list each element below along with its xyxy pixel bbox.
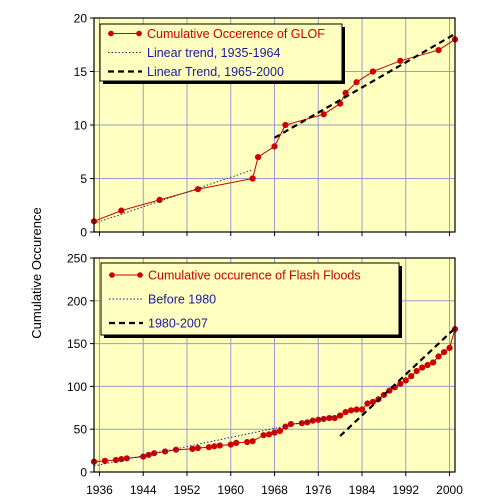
x-tick-label: 1960 bbox=[217, 483, 244, 497]
legend-swatch-marker bbox=[136, 30, 142, 37]
data-point bbox=[271, 143, 278, 150]
legend-swatch-marker bbox=[108, 30, 114, 37]
data-point bbox=[194, 186, 202, 193]
data-point bbox=[271, 429, 278, 436]
data-point bbox=[353, 79, 360, 86]
y-tick-label: 250 bbox=[67, 252, 87, 266]
data-point bbox=[254, 154, 262, 161]
x-tick-label: 1952 bbox=[174, 483, 201, 497]
data-point bbox=[112, 456, 119, 464]
data-point bbox=[244, 438, 251, 446]
legend: Cumulative Occerence of GLOF Linear trend… bbox=[99, 23, 345, 84]
data-point bbox=[211, 443, 218, 450]
data-point bbox=[435, 353, 442, 360]
data-point bbox=[402, 377, 409, 384]
data-point bbox=[304, 419, 311, 426]
data-point bbox=[347, 407, 355, 414]
data-point bbox=[233, 439, 240, 446]
data-point bbox=[369, 398, 377, 405]
x-tick-label: 1976 bbox=[305, 483, 332, 497]
data-point bbox=[282, 121, 289, 129]
data-point bbox=[342, 408, 349, 416]
data-point bbox=[435, 46, 442, 54]
data-point bbox=[413, 367, 420, 375]
data-point bbox=[227, 441, 234, 448]
data-point bbox=[265, 431, 273, 438]
data-point bbox=[397, 380, 404, 387]
data-point bbox=[249, 175, 256, 182]
y-tick-label: 50 bbox=[74, 423, 88, 437]
trend-line bbox=[273, 33, 456, 139]
legend-entry-label: 1980-2007 bbox=[148, 317, 208, 331]
x-tick-label: 1968 bbox=[261, 483, 288, 497]
y-tick-label: 0 bbox=[80, 226, 87, 240]
data-point bbox=[118, 207, 125, 214]
data-point bbox=[162, 448, 169, 455]
legend-entry-label: Before 1980 bbox=[148, 293, 216, 307]
data-point bbox=[424, 361, 431, 369]
data-point bbox=[408, 373, 415, 380]
data-point bbox=[276, 427, 284, 435]
legend-entry-label: Cumulative occurence of Flash Floods bbox=[148, 269, 361, 283]
legend-swatch-marker bbox=[109, 272, 115, 278]
data-point bbox=[216, 442, 223, 449]
data-point bbox=[320, 415, 327, 423]
data-point bbox=[260, 432, 267, 439]
data-point bbox=[419, 364, 426, 371]
data-point bbox=[194, 444, 202, 452]
data-point bbox=[189, 445, 196, 452]
data-point bbox=[369, 68, 377, 75]
y-tick-label: 100 bbox=[67, 380, 87, 394]
flash-flood-chart-panel: 0 50 100 150 200 250 1936 1944 1952 1960 1968 1976 1… bbox=[67, 252, 463, 498]
data-point bbox=[249, 438, 256, 445]
plot-frame bbox=[93, 17, 456, 233]
data-point bbox=[140, 453, 147, 460]
plot-frame bbox=[93, 257, 456, 473]
legend-box bbox=[100, 262, 400, 336]
data-point bbox=[353, 406, 360, 413]
y-tick-label: 150 bbox=[67, 337, 87, 351]
data-point bbox=[440, 349, 448, 356]
data-point bbox=[430, 359, 437, 366]
series bbox=[339, 327, 456, 437]
data-point bbox=[205, 444, 212, 451]
data-point bbox=[315, 416, 322, 423]
series bbox=[273, 33, 456, 139]
data-point bbox=[320, 111, 327, 118]
legend-entry-label: Cumulative Occerence of GLOF bbox=[147, 27, 325, 41]
data-point bbox=[397, 57, 404, 64]
legend-entry-label: Linear trend, 1935-1964 bbox=[147, 46, 280, 60]
legend: Cumulative occurence of Flash Floods Befo… bbox=[100, 262, 402, 338]
data-point bbox=[101, 457, 109, 464]
x-tick-label: 2000 bbox=[436, 483, 463, 497]
y-axis-label: Cumulative Occurence bbox=[29, 207, 44, 339]
y-tick-label: 5 bbox=[80, 172, 87, 186]
x-tick-label: 1992 bbox=[392, 483, 419, 497]
trend-line bbox=[339, 327, 456, 437]
glof-chart-panel: 0 5 10 15 20 Cumulative Occerence of GLOF Line… bbox=[74, 12, 459, 240]
y-tick-label: 20 bbox=[74, 12, 88, 26]
x-tick-label: 1944 bbox=[130, 483, 157, 497]
y-tick-label: 10 bbox=[74, 119, 88, 133]
y-tick-label: 15 bbox=[74, 65, 88, 79]
x-tick-label: 1984 bbox=[349, 483, 376, 497]
data-point bbox=[358, 406, 366, 413]
legend-entry-label: Linear Trend, 1965-2000 bbox=[147, 65, 284, 79]
y-tick-label: 200 bbox=[67, 294, 87, 308]
x-tick-label: 1936 bbox=[86, 483, 113, 497]
legend-swatch-marker bbox=[137, 272, 143, 278]
y-tick-label: 0 bbox=[80, 466, 87, 480]
data-point bbox=[446, 344, 453, 351]
data-point bbox=[364, 400, 371, 407]
